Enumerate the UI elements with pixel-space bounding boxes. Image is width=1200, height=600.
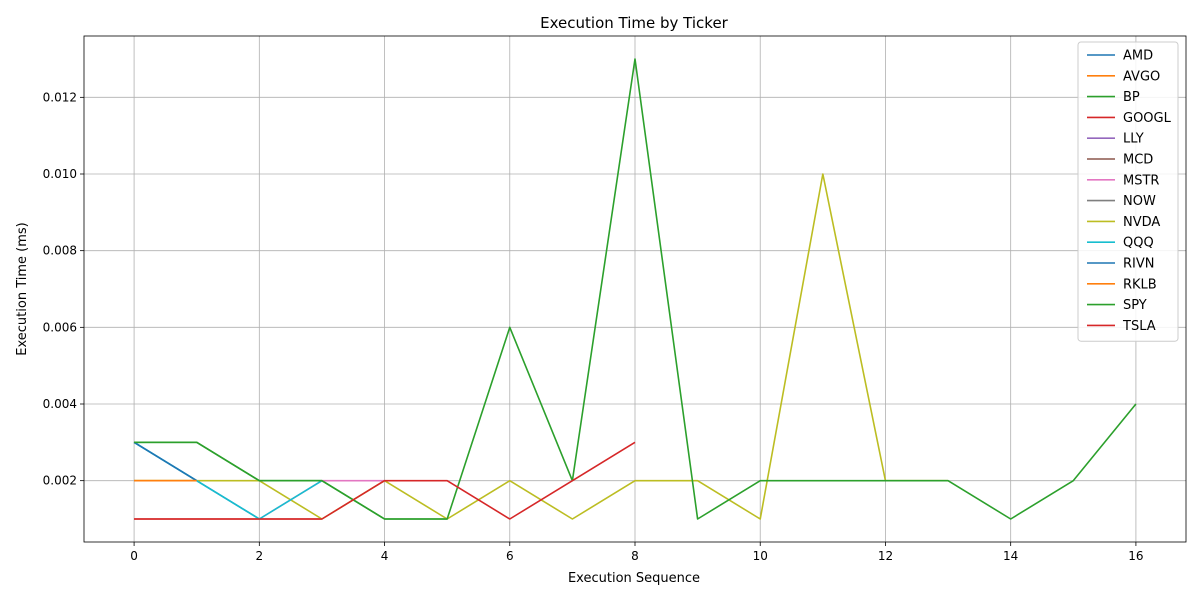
- x-axis-label: Execution Sequence: [568, 571, 700, 586]
- x-tick-label: 14: [1003, 549, 1018, 563]
- y-axis-label: Execution Time (ms): [15, 222, 30, 355]
- x-tick-label: 0: [130, 549, 138, 563]
- y-tick-label: 0.004: [43, 397, 77, 411]
- x-tick-label: 2: [255, 549, 263, 563]
- legend-label-amd: AMD: [1123, 49, 1153, 64]
- x-tick-label: 12: [878, 549, 893, 563]
- y-tick-label: 0.002: [43, 474, 77, 488]
- y-tick-label: 0.012: [43, 90, 77, 104]
- x-tick-label: 4: [381, 549, 389, 563]
- legend-label-rivn: RIVN: [1123, 257, 1154, 272]
- x-tick-label: 8: [631, 549, 639, 563]
- legend-label-avgo: AVGO: [1123, 69, 1160, 84]
- legend-label-googl: GOOGL: [1123, 111, 1172, 126]
- legend-label-rklb: RKLB: [1123, 277, 1157, 292]
- y-tick-label: 0.006: [43, 320, 77, 334]
- series-lines: [133, 58, 1137, 520]
- series-line-spy: [134, 58, 1137, 520]
- legend-label-spy: SPY: [1123, 298, 1147, 313]
- x-tick-label: 10: [753, 549, 768, 563]
- series-line-tsla: [134, 441, 636, 520]
- legend-label-nvda: NVDA: [1123, 215, 1160, 230]
- axis-ticks: 0 2 4 6 8 10 12 14 16 0.002 0.004 0.006 0.008 0.010 0.…: [43, 90, 1144, 563]
- legend-box: [1077, 41, 1179, 342]
- y-tick-label: 0.010: [43, 167, 77, 181]
- legend-label-now: NOW: [1123, 194, 1156, 209]
- y-tick-label: 0.008: [43, 244, 77, 258]
- legend-label-mstr: MSTR: [1123, 173, 1159, 188]
- legend-label-lly: LLY: [1123, 132, 1144, 147]
- legend-label-mcd: MCD: [1123, 153, 1153, 168]
- legend-label-tsla: TSLA: [1122, 319, 1156, 334]
- chart-title: Execution Time by Ticker: [540, 14, 729, 32]
- series-line-rivn: [133, 441, 198, 482]
- legend: AMD AVGO BP GOOGL LLY MCD MSTR NOW NVDA QQQ RIVN RK…: [1077, 41, 1179, 342]
- x-tick-label: 16: [1128, 549, 1143, 563]
- legend-label-bp: BP: [1123, 90, 1140, 105]
- legend-label-qqq: QQQ: [1123, 236, 1154, 251]
- x-tick-label: 6: [506, 549, 514, 563]
